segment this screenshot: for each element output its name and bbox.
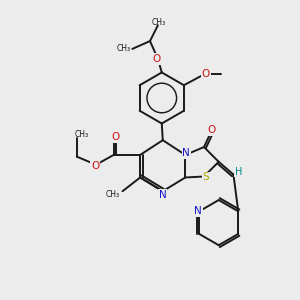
Text: CH₃: CH₃ bbox=[116, 44, 130, 53]
Text: O: O bbox=[153, 54, 161, 64]
Text: S: S bbox=[202, 172, 209, 182]
Text: O: O bbox=[202, 69, 210, 79]
Text: CH₃: CH₃ bbox=[152, 18, 166, 27]
Text: CH₃: CH₃ bbox=[106, 190, 120, 199]
Text: N: N bbox=[182, 148, 190, 158]
Text: N: N bbox=[159, 190, 166, 200]
Text: H: H bbox=[235, 167, 242, 177]
Text: O: O bbox=[112, 132, 120, 142]
Text: O: O bbox=[91, 161, 99, 171]
Text: CH₃: CH₃ bbox=[74, 130, 88, 139]
Text: O: O bbox=[208, 125, 216, 135]
Text: N: N bbox=[194, 206, 202, 216]
